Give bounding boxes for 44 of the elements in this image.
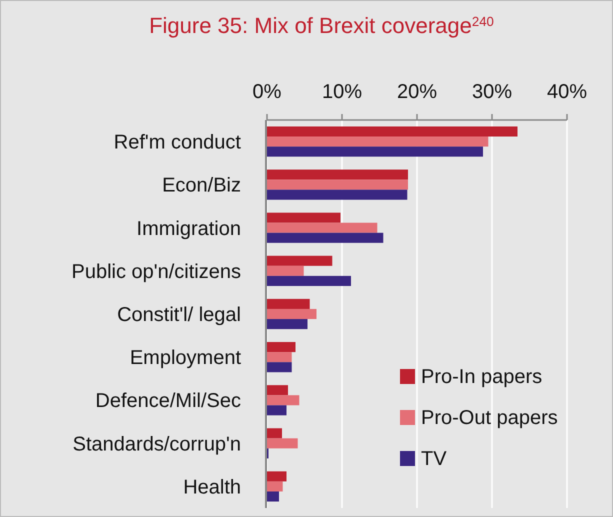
- bar: [267, 222, 378, 233]
- y-tick-label: Constit'l/ legal: [117, 304, 241, 326]
- bar: [267, 212, 340, 223]
- bar: [267, 405, 286, 416]
- bar: [267, 136, 488, 147]
- legend-label: Pro-Out papers: [421, 407, 558, 429]
- y-tick-label: Health: [183, 476, 241, 498]
- bar: [267, 491, 279, 502]
- y-tick-label: Defence/Mil/Sec: [95, 390, 241, 412]
- bar: [267, 385, 288, 396]
- legend-label: TV: [421, 448, 448, 470]
- bar: [267, 471, 286, 482]
- y-tick-label: Employment: [130, 347, 242, 370]
- y-tick-label: Standards/corrup'n: [72, 433, 241, 456]
- bar: [267, 276, 351, 286]
- bar: [267, 180, 408, 190]
- legend-label: Pro-In papers: [421, 366, 542, 388]
- bar: [267, 266, 304, 276]
- bar: [267, 298, 310, 309]
- bar: [267, 438, 298, 448]
- bar: [267, 190, 408, 200]
- bar: [267, 319, 308, 330]
- x-tick-label: 30%: [472, 81, 512, 103]
- bar: [267, 146, 483, 157]
- y-tick-label: Ref'm conduct: [114, 132, 242, 154]
- x-tick-label: 20%: [396, 81, 438, 103]
- x-tick-label: 40%: [546, 81, 588, 103]
- bar: [267, 308, 316, 320]
- bar: [267, 256, 332, 266]
- y-tick-label: Immigration: [136, 218, 241, 240]
- bar: [267, 481, 283, 492]
- bar: [267, 342, 296, 352]
- bar: [267, 362, 292, 372]
- chart-title: Figure 35: Mix of Brexit coverage$^{240}$: [149, 13, 494, 38]
- x-tick-label: 0%: [252, 81, 282, 103]
- bar: [267, 126, 518, 137]
- bar: [267, 395, 300, 406]
- bar: [267, 428, 282, 438]
- bar: [267, 232, 384, 243]
- x-tick-label: 10%: [322, 81, 362, 103]
- y-tick-label: Econ/Biz: [162, 174, 241, 197]
- bar: [267, 170, 408, 180]
- bar: [267, 352, 292, 362]
- y-tick-label: Public op'n/citizens: [72, 260, 241, 283]
